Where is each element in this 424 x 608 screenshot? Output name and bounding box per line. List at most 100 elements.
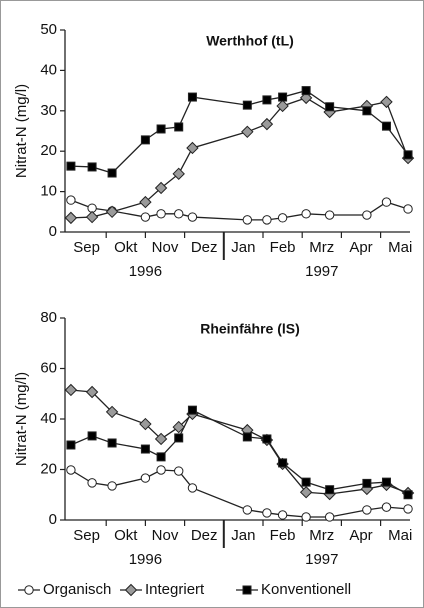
marker-square bbox=[362, 106, 372, 116]
marker-diamond bbox=[154, 181, 168, 195]
marker-diamond bbox=[186, 141, 199, 155]
y-tick-label: 50 bbox=[40, 21, 57, 38]
y-tick-label: 80 bbox=[40, 309, 57, 326]
marker-square bbox=[140, 135, 150, 145]
marker-square bbox=[107, 438, 117, 448]
marker-circle bbox=[381, 502, 392, 512]
marker-square bbox=[278, 92, 288, 102]
y-tick-label: 40 bbox=[40, 410, 57, 427]
y-tick-label: 0 bbox=[49, 511, 57, 528]
marker-square bbox=[403, 490, 413, 500]
x-tick-label: Mai bbox=[388, 239, 412, 256]
x-tick-label: Feb bbox=[270, 239, 296, 256]
marker-circle bbox=[403, 504, 413, 514]
marker-diamond bbox=[380, 95, 393, 109]
marker-diamond bbox=[85, 385, 99, 399]
y-tick-label: 10 bbox=[40, 183, 57, 200]
marker-square bbox=[174, 433, 184, 443]
marker-diamond bbox=[124, 583, 138, 597]
marker-square bbox=[301, 86, 311, 96]
year-label: 1997 bbox=[305, 263, 338, 280]
marker-circle bbox=[156, 209, 166, 219]
marker-circle bbox=[277, 213, 288, 223]
marker-diamond bbox=[241, 125, 254, 139]
marker-circle bbox=[362, 505, 372, 515]
marker-square bbox=[381, 477, 391, 487]
legend-label: Organisch bbox=[43, 581, 111, 598]
marker-diamond bbox=[139, 195, 152, 209]
chart-title: Werthhof (tL) bbox=[206, 33, 294, 49]
x-tick-label: Dez bbox=[191, 527, 218, 544]
y-tick-label: 20 bbox=[40, 142, 57, 159]
marker-diamond bbox=[64, 211, 78, 225]
marker-diamond bbox=[299, 91, 313, 105]
x-tick-label: Okt bbox=[114, 239, 138, 256]
x-tick-label: Mai bbox=[388, 527, 412, 544]
marker-circle bbox=[242, 505, 253, 515]
chart-title: Rheinfähre (lS) bbox=[200, 321, 300, 337]
marker-diamond bbox=[85, 210, 99, 224]
marker-square bbox=[87, 162, 97, 172]
marker-square bbox=[66, 440, 76, 450]
marker-square bbox=[262, 434, 272, 444]
x-tick-label: Feb bbox=[270, 527, 296, 544]
x-tick-label: Nov bbox=[152, 239, 179, 256]
marker-square bbox=[156, 452, 166, 462]
marker-square bbox=[87, 431, 97, 441]
y-axis-label: Nitrat-N (mg/l) bbox=[13, 84, 30, 178]
x-tick-label: Apr bbox=[349, 527, 372, 544]
marker-circle bbox=[187, 212, 198, 222]
x-tick-label: Apr bbox=[349, 239, 372, 256]
marker-diamond bbox=[154, 432, 168, 446]
marker-square bbox=[262, 95, 272, 105]
marker-square bbox=[187, 405, 197, 415]
marker-square bbox=[156, 124, 166, 134]
marker-circle bbox=[277, 510, 288, 520]
marker-square bbox=[362, 478, 372, 488]
marker-square bbox=[278, 458, 288, 468]
x-tick-label: Sep bbox=[73, 239, 100, 256]
marker-square bbox=[66, 161, 76, 171]
marker-circle bbox=[140, 212, 151, 222]
marker-circle bbox=[362, 210, 372, 220]
marker-circle bbox=[301, 512, 311, 522]
marker-square bbox=[381, 121, 391, 131]
marker-circle bbox=[140, 473, 151, 483]
y-axis-label: Nitrat-N (mg/l) bbox=[13, 372, 30, 466]
x-tick-label: Jan bbox=[231, 239, 255, 256]
marker-circle bbox=[87, 478, 97, 488]
marker-circle bbox=[187, 483, 198, 493]
marker-circle bbox=[156, 465, 166, 475]
marker-circle bbox=[107, 481, 117, 491]
marker-circle bbox=[262, 215, 272, 225]
x-tick-label: Mrz bbox=[309, 527, 334, 544]
x-tick-label: Nov bbox=[152, 527, 179, 544]
marker-circle bbox=[174, 209, 184, 219]
marker-diamond bbox=[105, 405, 119, 419]
marker-circle bbox=[324, 512, 335, 522]
marker-circle bbox=[66, 195, 76, 205]
legend-label: Konventionell bbox=[261, 581, 351, 598]
marker-diamond bbox=[105, 205, 119, 219]
marker-square bbox=[187, 92, 197, 102]
marker-square bbox=[174, 122, 184, 132]
x-tick-label: Okt bbox=[114, 527, 138, 544]
marker-diamond bbox=[172, 420, 185, 434]
marker-square bbox=[403, 150, 413, 160]
marker-square bbox=[242, 432, 252, 442]
marker-diamond bbox=[64, 383, 78, 397]
legend-label: Integriert bbox=[145, 581, 205, 598]
y-tick-label: 40 bbox=[40, 61, 57, 78]
marker-circle bbox=[262, 508, 272, 518]
marker-square bbox=[325, 485, 335, 495]
marker-square bbox=[242, 100, 252, 110]
year-label: 1996 bbox=[129, 551, 162, 568]
marker-circle bbox=[174, 466, 184, 476]
marker-circle bbox=[242, 215, 253, 225]
marker-circle bbox=[324, 210, 335, 220]
marker-square bbox=[107, 168, 117, 178]
x-tick-label: Sep bbox=[73, 527, 100, 544]
marker-square bbox=[301, 477, 311, 487]
